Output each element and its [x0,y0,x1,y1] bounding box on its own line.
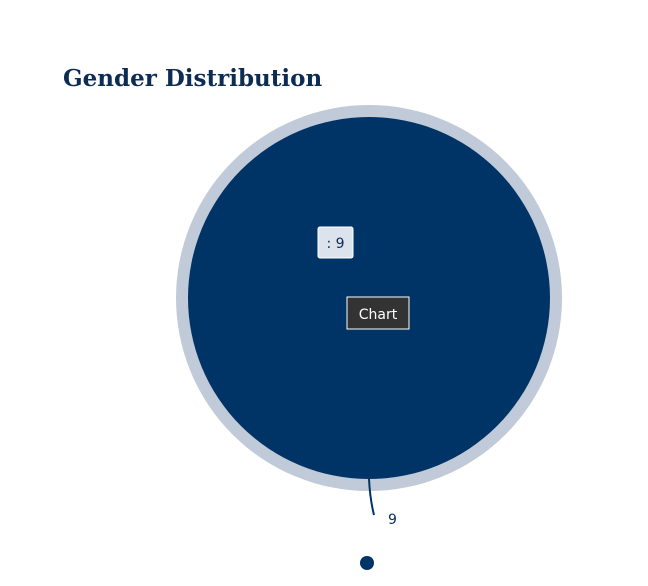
leader-line [368,478,375,516]
tooltip: Chart [346,296,410,330]
data-label: 9 [388,512,397,528]
tooltip: : 9 [317,226,354,259]
tooltip-box [346,296,410,330]
tooltip-box [317,226,354,259]
tooltip-text: : 9 [326,236,344,252]
chart-title: Gender Distribution [63,65,322,92]
tooltip-text: Chart [359,307,398,323]
legend-marker [360,556,374,570]
